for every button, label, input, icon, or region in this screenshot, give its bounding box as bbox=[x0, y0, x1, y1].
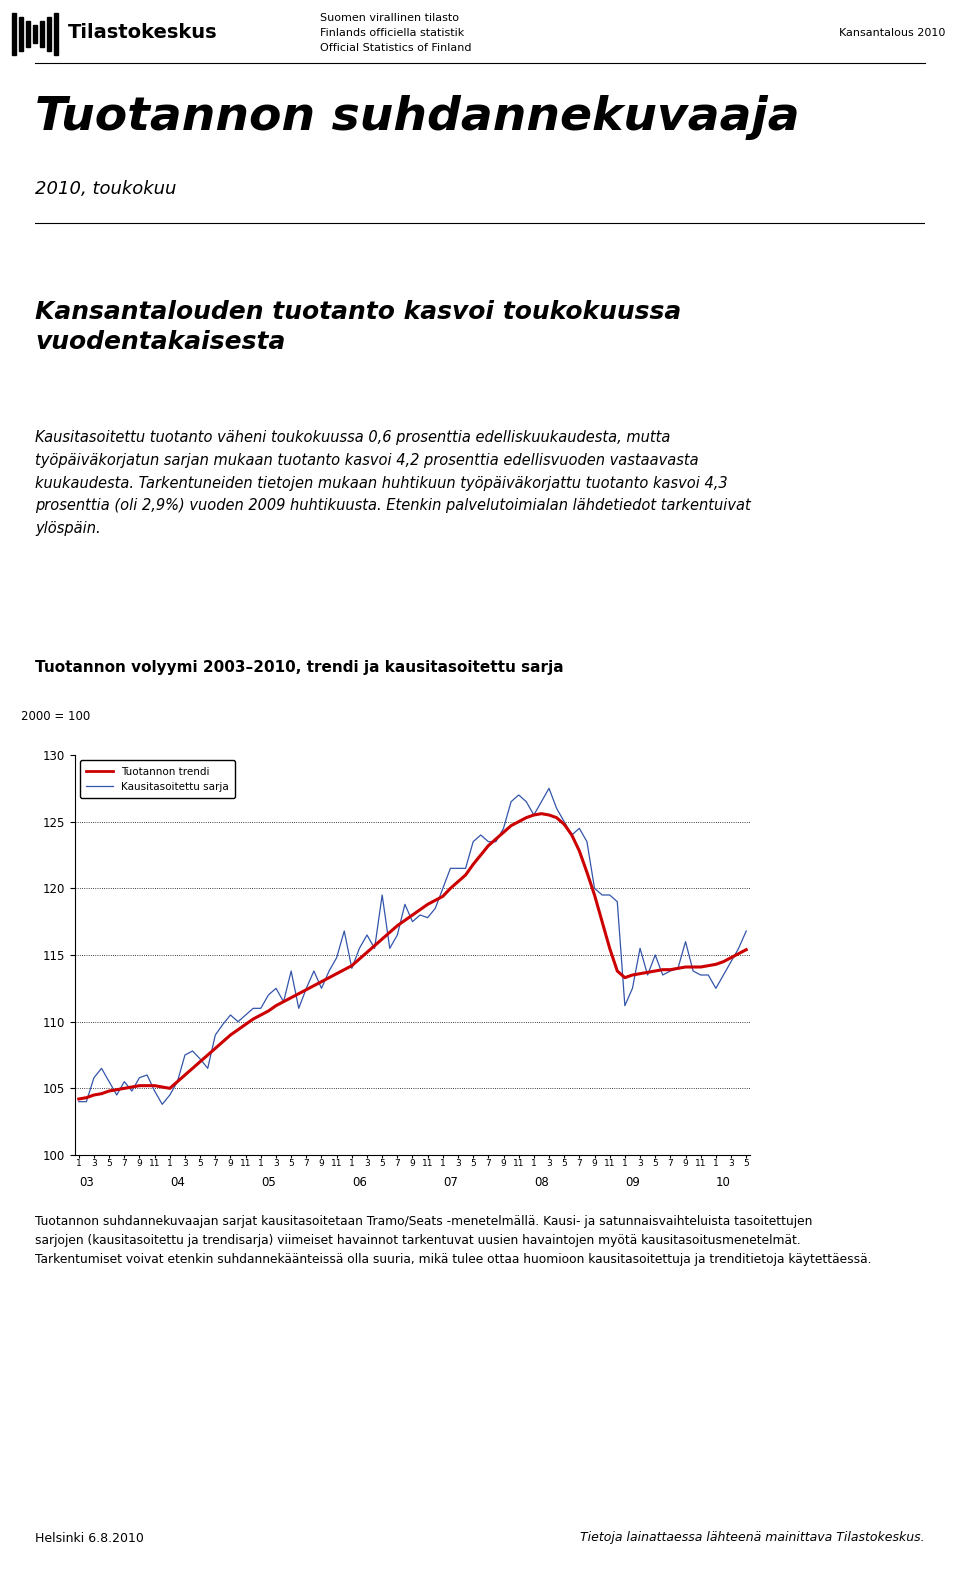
Legend: Tuotannon trendi, Kausitasoitettu sarja: Tuotannon trendi, Kausitasoitettu sarja bbox=[81, 761, 235, 799]
Bar bbox=[26, 21, 30, 48]
Bar bbox=[47, 17, 51, 51]
Text: 03: 03 bbox=[79, 1176, 93, 1189]
Text: 2000 = 100: 2000 = 100 bbox=[21, 710, 90, 723]
Text: Suomen virallinen tilasto
Finlands officiella statistik
Official Statistics of F: Suomen virallinen tilasto Finlands offic… bbox=[320, 13, 471, 52]
Text: 10: 10 bbox=[716, 1176, 731, 1189]
Bar bbox=[33, 25, 37, 43]
Text: Kansantalouden tuotanto kasvoi toukokuussa
vuodentakaisesta: Kansantalouden tuotanto kasvoi toukokuus… bbox=[35, 300, 682, 353]
Text: Kansantalous 2010: Kansantalous 2010 bbox=[839, 29, 945, 38]
Text: Helsinki 6.8.2010: Helsinki 6.8.2010 bbox=[35, 1531, 144, 1544]
Text: Tuotannon suhdannekuvaaja: Tuotannon suhdannekuvaaja bbox=[35, 95, 800, 139]
Bar bbox=[40, 21, 44, 48]
Text: 05: 05 bbox=[261, 1176, 276, 1189]
Text: Tuotannon volyymi 2003–2010, trendi ja kausitasoitettu sarja: Tuotannon volyymi 2003–2010, trendi ja k… bbox=[35, 659, 564, 675]
Text: Kausitasoitettu tuotanto väheni toukokuussa 0,6 prosenttia edelliskuukaudesta, m: Kausitasoitettu tuotanto väheni toukokuu… bbox=[35, 430, 751, 536]
Bar bbox=[54, 13, 58, 55]
Text: 08: 08 bbox=[534, 1176, 548, 1189]
Text: 04: 04 bbox=[170, 1176, 184, 1189]
Text: Tuotannon suhdannekuvaajan sarjat kausitasoitetaan Tramo/Seats -menetelmällä. Ka: Tuotannon suhdannekuvaajan sarjat kausit… bbox=[35, 1216, 872, 1266]
Text: Tilastokeskus: Tilastokeskus bbox=[68, 24, 218, 43]
Text: 09: 09 bbox=[625, 1176, 639, 1189]
Text: 2010, toukokuu: 2010, toukokuu bbox=[35, 181, 177, 198]
Text: 07: 07 bbox=[443, 1176, 458, 1189]
Bar bbox=[19, 17, 23, 51]
Text: Tietoja lainattaessa lähteenä mainittava Tilastokeskus.: Tietoja lainattaessa lähteenä mainittava… bbox=[581, 1531, 925, 1544]
Bar bbox=[12, 13, 16, 55]
Text: 06: 06 bbox=[351, 1176, 367, 1189]
